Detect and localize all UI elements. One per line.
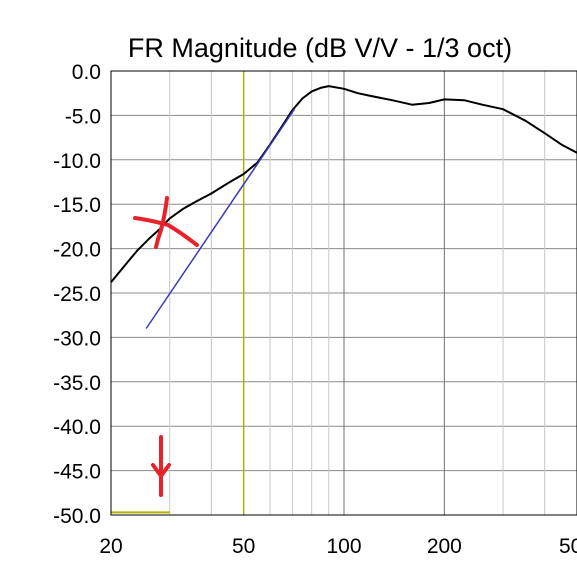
- x-tick-label: 200: [427, 535, 462, 558]
- y-tick-label: -40.0: [53, 416, 101, 439]
- x-tick-label: 20: [99, 535, 122, 558]
- chart-title: FR Magnitude (dB V/V - 1/3 oct): [128, 33, 512, 63]
- y-tick-label: -5.0: [65, 105, 101, 128]
- handwritten-annotations: [133, 196, 199, 497]
- y-tick-label: -25.0: [53, 283, 101, 306]
- y-tick-label: -15.0: [53, 194, 101, 217]
- y-tick-label: -50.0: [53, 505, 101, 528]
- frequency-response-line: [110, 85, 577, 283]
- y-tick-label: -45.0: [53, 461, 101, 484]
- plot-frame: [110, 70, 577, 516]
- x-tick-label: 100: [326, 535, 361, 558]
- y-tick-label: -10.0: [53, 150, 101, 173]
- red-x-mark-stroke-2: [154, 196, 169, 249]
- y-tick-label: -35.0: [53, 372, 101, 395]
- marker-lines: [111, 71, 245, 515]
- x-tick-label: 500: [559, 535, 577, 558]
- axis-tick-labels: 0.0 -5.0 -10.0 -15.0 -20.0 -25.0 -30.0 -35.0 -40…: [53, 61, 577, 558]
- series-lines: [110, 85, 577, 329]
- slope-reference-line: [145, 108, 296, 329]
- red-x-mark-stroke-1: [133, 216, 199, 247]
- y-tick-label: -20.0: [53, 239, 101, 262]
- red-arrow-head: [151, 463, 171, 478]
- y-tick-label: -30.0: [53, 327, 101, 350]
- y-tick-label: 0.0: [72, 61, 101, 84]
- x-tick-label: 50: [232, 535, 255, 558]
